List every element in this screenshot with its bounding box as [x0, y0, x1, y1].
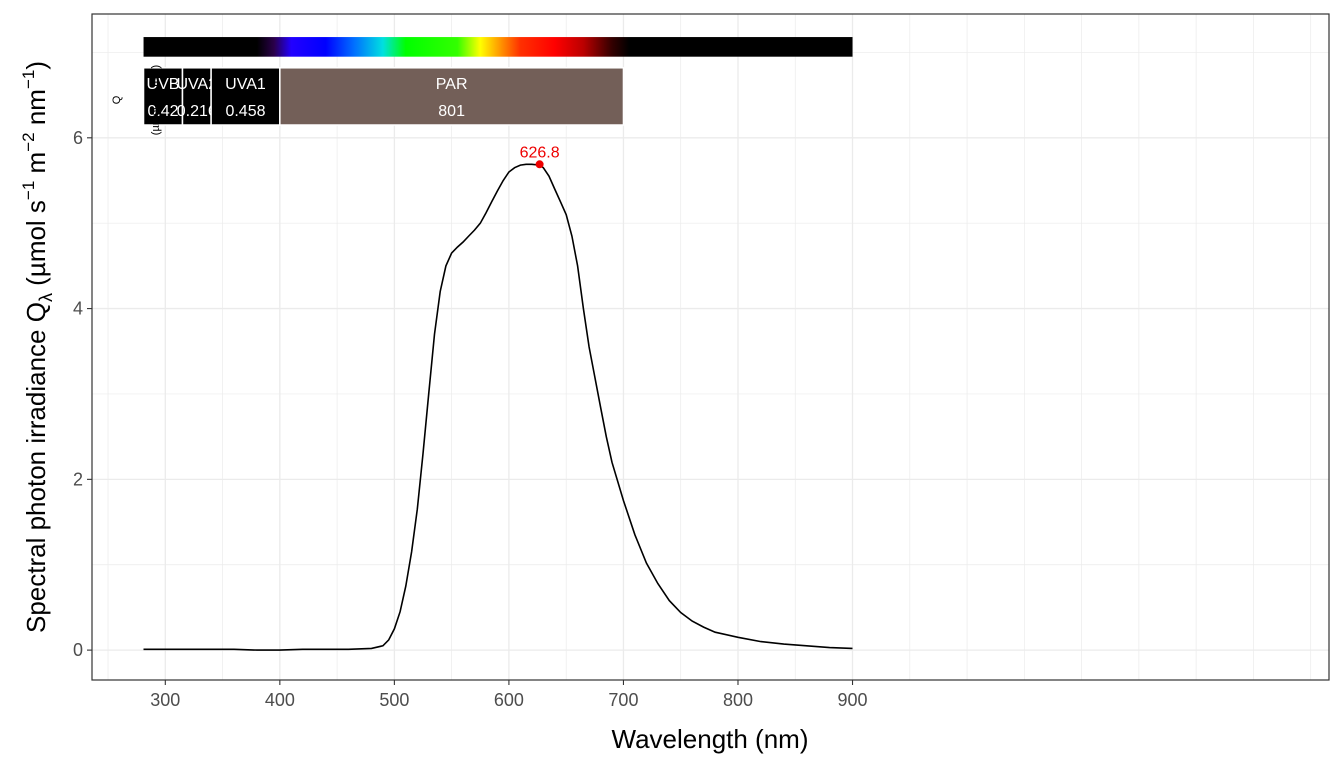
band-box-par [279, 67, 625, 126]
y-title-subscript: λ [36, 293, 56, 302]
y-title-unit-mid: m [21, 152, 51, 181]
peak-marker [535, 160, 544, 169]
band-name: UVB [147, 76, 180, 93]
band-value: 0.216 [177, 103, 217, 120]
band-name: UVA1 [225, 76, 266, 93]
spectrum-color-bar [143, 37, 853, 57]
waveband-bars: UVB 0.42 UVA2 0.216 UVA1 0.458 PAR 801 [142, 67, 625, 126]
band-unit-exp2: −2 [147, 68, 156, 78]
band-unit-exp1: −1 [147, 89, 156, 99]
band-name: UVA2 [176, 76, 217, 93]
y-title-exp2: −2 [19, 132, 38, 151]
x-tick-label: 900 [838, 690, 868, 710]
y-title-exp1: −1 [19, 181, 38, 200]
x-axis-title: Wavelength (nm) [612, 724, 809, 754]
y-axis-title: Spectral photon irradiance Qλ (µmol s−1 … [19, 61, 56, 633]
color-bar [143, 37, 853, 57]
y-title-exp3: −1 [19, 70, 38, 89]
band-name: PAR [436, 76, 468, 93]
band-axis-symbol: Q [111, 95, 123, 104]
band-value: 0.458 [225, 103, 265, 120]
band-unit-close: ) [150, 65, 162, 69]
x-tick-label: 500 [379, 690, 409, 710]
y-title-unit-open: (µmol s [21, 200, 51, 293]
y-tick-label: 4 [73, 299, 83, 319]
x-tick-label: 800 [723, 690, 753, 710]
x-tick-label: 300 [150, 690, 180, 710]
band-axis-unit: (µmol s−1 m−2) [147, 65, 162, 135]
peak-label: 626.8 [520, 144, 560, 161]
y-tick-label: 0 [73, 640, 83, 660]
x-tick-label: 400 [265, 690, 295, 710]
band-value: 0.42 [147, 103, 178, 120]
band-value: 801 [438, 103, 465, 120]
band-box-uva2 [181, 67, 212, 126]
band-box-uva1 [210, 67, 281, 126]
band-unit-open: (µmol s [150, 98, 162, 135]
y-tick-label: 6 [73, 128, 83, 148]
plot-border [91, 13, 1330, 681]
x-tick-label: 600 [494, 690, 524, 710]
y-tick-label: 2 [73, 469, 83, 489]
y-title-unit-close: ) [21, 61, 51, 70]
y-title-prefix: Spectral photon irradiance Q [21, 302, 51, 633]
y-axis-ticks: 0 2 4 6 [73, 128, 92, 660]
y-title-unit-mid2: nm [21, 89, 51, 132]
band-unit-mid: m [150, 78, 162, 90]
spectrum-line [143, 163, 853, 651]
x-tick-label: 700 [608, 690, 638, 710]
x-axis-ticks: 300 400 500 600 700 800 900 [150, 680, 868, 710]
